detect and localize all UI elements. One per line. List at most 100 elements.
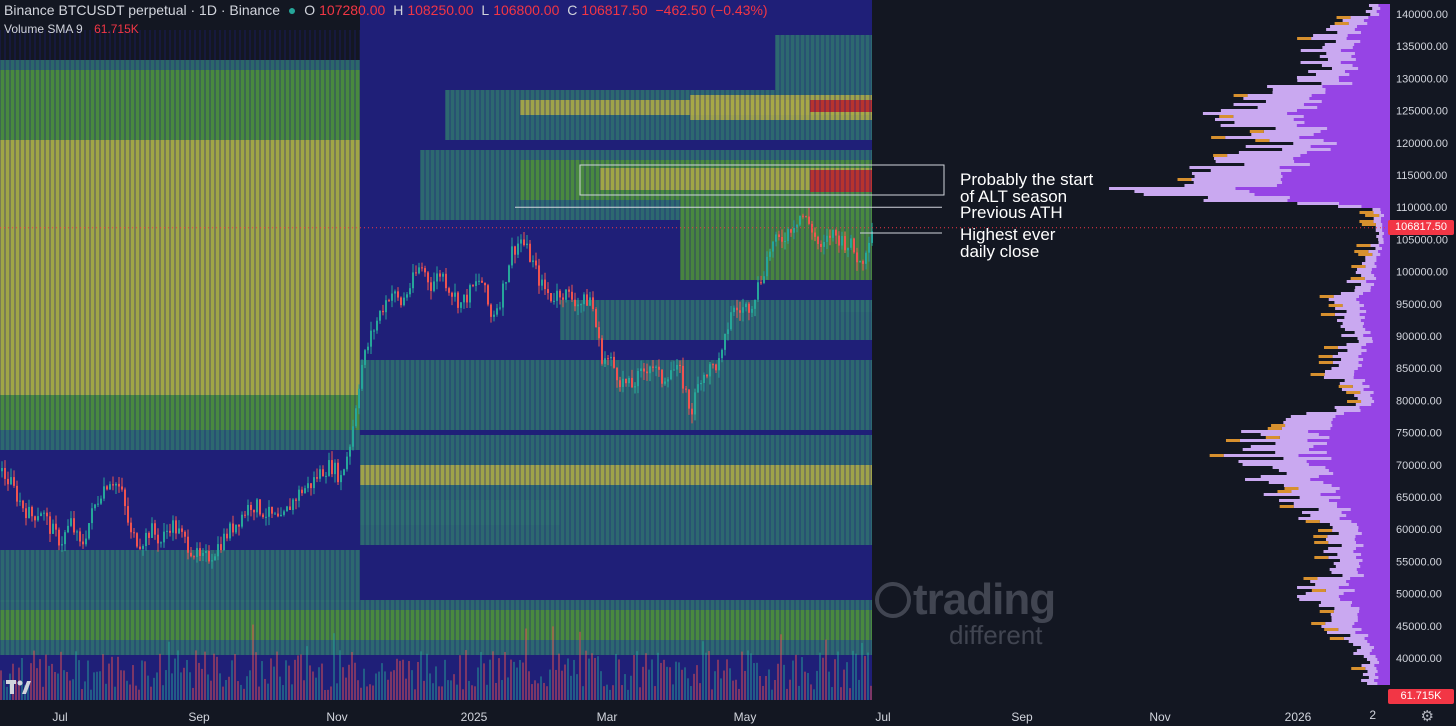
volume-bar bbox=[315, 677, 317, 700]
profile-bar-inner bbox=[1383, 241, 1390, 244]
profile-bar-inner bbox=[1364, 316, 1390, 319]
daily-close-annotation: Highest ever daily close bbox=[960, 226, 1055, 260]
candle bbox=[790, 229, 792, 233]
profile-bar-inner bbox=[1340, 49, 1390, 52]
volume-bar bbox=[48, 665, 50, 700]
volume-bar bbox=[807, 672, 809, 700]
candle bbox=[772, 241, 774, 252]
candle bbox=[736, 307, 738, 311]
volume-bar bbox=[642, 666, 644, 700]
volume-bar bbox=[588, 658, 590, 700]
candle bbox=[64, 532, 66, 545]
candle bbox=[430, 282, 432, 291]
profile-bar-inner bbox=[1279, 166, 1390, 169]
candle bbox=[703, 374, 705, 384]
profile-bar-inner bbox=[1325, 91, 1390, 94]
volume-bar bbox=[771, 689, 773, 700]
profile-bar-accent bbox=[1249, 130, 1264, 133]
candle bbox=[421, 267, 423, 269]
volume-bar bbox=[417, 661, 419, 700]
profile-bar-inner bbox=[1373, 646, 1390, 649]
tradingview-logo-icon[interactable] bbox=[6, 678, 32, 698]
volume-bar bbox=[609, 689, 611, 700]
profile-bar-inner bbox=[1363, 304, 1390, 307]
heatmap-band bbox=[360, 465, 872, 485]
volume-bar bbox=[360, 687, 362, 700]
profile-bar-inner bbox=[1353, 550, 1390, 553]
profile-bar-accent bbox=[1350, 277, 1365, 280]
candle bbox=[343, 469, 345, 476]
profile-bar-inner bbox=[1376, 259, 1390, 262]
time-axis[interactable]: Jul Sep Nov 2025 Mar May Jul Sep Nov 2026 bbox=[52, 710, 1311, 724]
alt-season-line1: Probably the start bbox=[960, 170, 1094, 189]
volume-bar bbox=[327, 689, 329, 700]
volume-bar bbox=[150, 686, 152, 700]
volume-bar bbox=[63, 670, 65, 700]
close-value: 106817.50 bbox=[581, 2, 648, 18]
candle bbox=[445, 273, 447, 289]
candle bbox=[109, 484, 111, 490]
profile-bar-accent bbox=[1265, 436, 1280, 439]
volume-bar bbox=[207, 674, 209, 700]
candle bbox=[481, 280, 483, 283]
profile-bar-inner bbox=[1346, 37, 1390, 40]
candle bbox=[457, 292, 459, 308]
candle bbox=[484, 282, 486, 286]
profile-bar-inner bbox=[1352, 82, 1390, 85]
volume-bar bbox=[501, 680, 503, 700]
price-tick-label: 95000.00 bbox=[1396, 299, 1442, 311]
profile-bar-accent bbox=[1336, 16, 1351, 19]
candle bbox=[865, 252, 867, 264]
candle bbox=[532, 260, 534, 262]
volume-bar bbox=[285, 660, 287, 700]
candle bbox=[172, 520, 174, 533]
profile-bar-inner bbox=[1368, 16, 1390, 19]
volume-bar bbox=[828, 671, 830, 700]
candle bbox=[709, 364, 711, 377]
candle bbox=[415, 272, 417, 274]
candle bbox=[334, 462, 336, 475]
volume-bar bbox=[354, 662, 356, 700]
volume-bar bbox=[414, 689, 416, 700]
high-label: H bbox=[393, 2, 404, 18]
candle bbox=[325, 475, 327, 477]
volume-bar bbox=[102, 654, 104, 700]
profile-bar-inner bbox=[1379, 13, 1390, 16]
price-tick-label: 100000.00 bbox=[1396, 267, 1448, 279]
profile-bar-accent bbox=[1271, 424, 1286, 427]
candle bbox=[853, 238, 855, 253]
profile-bar-inner bbox=[1380, 7, 1390, 10]
volume-bar bbox=[597, 656, 599, 700]
profile-bar-inner bbox=[1363, 574, 1390, 577]
candle bbox=[202, 552, 204, 556]
candle bbox=[220, 544, 222, 551]
candle bbox=[97, 503, 99, 505]
candle bbox=[856, 252, 858, 263]
settings-gear-icon[interactable]: ⚙ bbox=[1420, 708, 1434, 725]
volume-bar bbox=[558, 653, 560, 700]
profile-bar-inner bbox=[1289, 196, 1390, 199]
symbol-title[interactable]: Binance BTCUSDT perpetual · 1D · Binance bbox=[4, 2, 280, 18]
candle bbox=[577, 304, 579, 307]
candle bbox=[286, 506, 288, 512]
volume-bar bbox=[375, 673, 377, 700]
volume-bar bbox=[867, 652, 869, 700]
volume-bar bbox=[273, 666, 275, 700]
volume-bar bbox=[591, 653, 593, 700]
profile-bar-inner bbox=[1310, 145, 1390, 148]
candle bbox=[115, 483, 117, 486]
profile-bar-inner bbox=[1375, 655, 1390, 658]
candle bbox=[436, 273, 438, 282]
candle bbox=[490, 304, 492, 317]
profile-bar-inner bbox=[1382, 226, 1390, 229]
candle bbox=[259, 499, 261, 515]
profile-bar-inner bbox=[1354, 538, 1390, 541]
volume-bar bbox=[615, 653, 617, 700]
volume-bar bbox=[537, 683, 539, 700]
close-label: C bbox=[567, 2, 578, 18]
candle bbox=[781, 236, 783, 242]
indicator-legend[interactable]: Volume SMA 9 61.715K bbox=[4, 22, 139, 36]
profile-bar-inner bbox=[1366, 343, 1390, 346]
price-axis[interactable]: 140000.00 135000.00 130000.00 125000.00 1200… bbox=[1391, 0, 1456, 726]
